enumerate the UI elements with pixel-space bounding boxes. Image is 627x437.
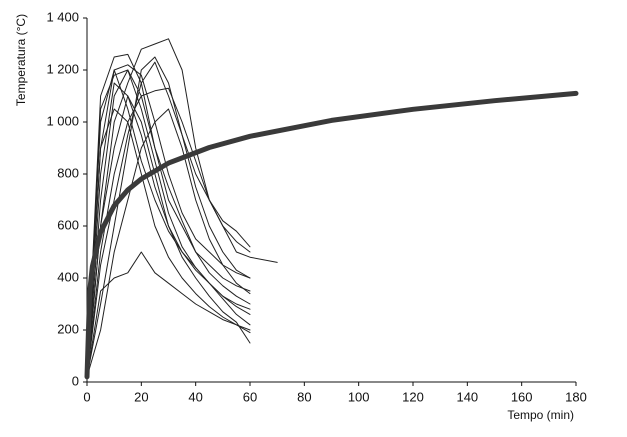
series-line — [86, 108, 251, 378]
x-tick-label: 160 — [511, 389, 533, 404]
x-tick-label: 180 — [565, 389, 587, 404]
series-line — [86, 61, 251, 378]
series-line — [86, 95, 251, 378]
series-line — [86, 56, 251, 378]
y-tick-label: 0 — [72, 373, 79, 388]
y-tick-label: 1 000 — [46, 113, 79, 128]
y-tick-label: 400 — [57, 269, 79, 284]
x-tick-label: 0 — [83, 389, 90, 404]
x-axis-label: Tempo (min) — [507, 408, 574, 422]
y-tick-label: 200 — [57, 321, 79, 336]
series-line — [86, 69, 251, 378]
series-line — [86, 108, 251, 378]
x-tick-label: 40 — [188, 389, 202, 404]
x-tick-label: 100 — [348, 389, 370, 404]
y-axis-label: Temperatura (°C) — [14, 14, 28, 106]
x-tick-label: 120 — [402, 389, 424, 404]
y-tick-label: 1 200 — [46, 61, 79, 76]
series-line — [86, 87, 251, 378]
x-tick-label: 140 — [456, 389, 478, 404]
y-tick-label: 800 — [57, 165, 79, 180]
series-line — [86, 251, 251, 378]
series-line — [86, 69, 251, 378]
x-tick-label: 80 — [297, 389, 311, 404]
y-tick-label: 1 400 — [46, 9, 79, 24]
series-line — [86, 53, 251, 378]
x-tick-label: 60 — [243, 389, 257, 404]
series-line — [86, 38, 278, 378]
series-line — [84, 90, 579, 380]
series-line — [86, 69, 251, 378]
y-tick-label: 600 — [57, 217, 79, 232]
x-tick-label: 20 — [134, 389, 148, 404]
